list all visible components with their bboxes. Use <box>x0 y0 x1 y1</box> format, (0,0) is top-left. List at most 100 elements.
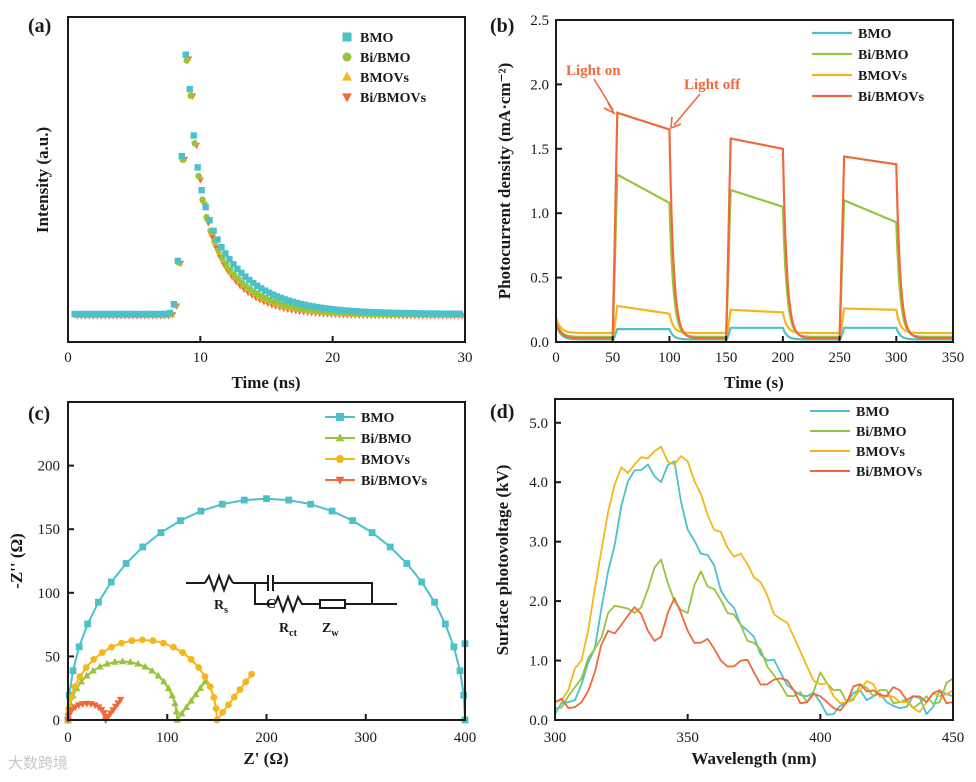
panel-c-point <box>71 683 79 691</box>
panel-c-point <box>107 578 115 586</box>
panel-c-point <box>206 683 214 691</box>
panel-a-point <box>208 234 216 241</box>
panel-c-point <box>96 662 104 670</box>
panel-c-point <box>164 684 173 692</box>
legend-marker <box>342 32 352 42</box>
panel-a-point <box>309 303 317 310</box>
panel-a-xlabel: Time (ns) <box>231 373 300 392</box>
panel-a-point <box>71 310 78 318</box>
panel-b-xlabel: Time (s) <box>724 373 784 392</box>
panel-c-point <box>242 678 250 686</box>
panel-a-point <box>195 172 202 180</box>
panel-c-ytick-label: 150 <box>38 522 61 538</box>
panel-c-xtick-label: 300 <box>355 730 378 746</box>
panel-c-point <box>263 495 270 503</box>
panel-a-point <box>223 261 230 268</box>
panel-a-point <box>150 310 158 318</box>
light-off-arrow <box>673 93 701 126</box>
panel-a-point <box>448 310 455 317</box>
legend-marker <box>335 433 345 442</box>
panel-c-point <box>90 656 98 663</box>
panel-a-point <box>341 307 348 314</box>
panel-b-frame <box>555 19 954 343</box>
panel-a-point <box>166 309 174 317</box>
panel-d-series-line <box>554 597 954 712</box>
panel-c-point <box>450 643 458 651</box>
panel-c-point <box>403 560 411 567</box>
panel-a-frame <box>67 16 466 343</box>
panel-a-point <box>377 309 384 316</box>
panel-a-point <box>281 296 289 303</box>
panel-a-point <box>107 310 114 318</box>
panel-d-ytick-label: 3.0 <box>529 535 548 551</box>
rct-label: Rct <box>279 621 298 639</box>
panel-c-point <box>460 691 468 699</box>
panel-c-xtick-label: 400 <box>454 730 477 746</box>
legend-label: Bi/BMO <box>360 51 411 66</box>
panel-a-point <box>246 276 253 284</box>
panel-d-legend: BMO Bi/BMO BMOVs Bi/BMOVs <box>810 405 923 480</box>
panel-b-ticks: 0 50 100 150 200 250 300 350 0.0 0.5 1.0 1.5 2.0 2.5 <box>530 13 964 366</box>
panel-a-point <box>214 236 221 243</box>
panel-d-label: (d) <box>490 401 514 423</box>
panel-c-point <box>75 643 83 651</box>
panel-c-point <box>195 664 203 671</box>
legend-marker <box>336 455 344 463</box>
panel-c-point <box>108 643 115 651</box>
panel-a-point <box>123 310 130 318</box>
panel-c-point <box>69 667 77 675</box>
panel-d-data <box>554 445 954 716</box>
panel-c-point <box>441 620 449 628</box>
panel-a-point <box>186 85 193 93</box>
panel-c-point <box>179 649 187 656</box>
panel-a-point <box>226 255 233 263</box>
panel-a-point <box>333 306 340 313</box>
panel-c-ylabel: -Z'' (Ω) <box>7 533 26 589</box>
panel-d-ytick-label: 2.0 <box>529 594 548 610</box>
panel-b-series-line <box>554 304 953 335</box>
panel-a-point <box>353 308 360 315</box>
panel-b-series-line <box>554 323 953 341</box>
panel-c-ytick-label: 0 <box>53 713 61 729</box>
panel-a-point <box>381 309 388 316</box>
panel-a-point <box>254 282 261 290</box>
panel-b-ytick-label: 1.0 <box>530 206 549 222</box>
panel-a-point <box>103 310 110 318</box>
panel-a-point <box>83 310 90 318</box>
panel-c-point <box>219 708 227 716</box>
panel-a-point <box>95 310 102 318</box>
panel-a-point <box>178 152 186 160</box>
panel-a-xtick-label: 30 <box>458 350 473 366</box>
panel-a-point <box>158 310 166 318</box>
panel-a-point <box>369 308 376 316</box>
panel-c-point <box>418 578 426 586</box>
panel-a-point <box>456 310 463 317</box>
panel-c-point <box>149 637 157 645</box>
panel-a-legend: BMO Bi/BMO BMOVs Bi/BMOVs <box>342 31 427 106</box>
panel-b-xtick-label: 300 <box>885 350 908 366</box>
legend-label: BMOVs <box>361 453 411 468</box>
legend-label: Bi/BMOVs <box>360 91 427 106</box>
panel-c-point <box>386 543 394 551</box>
panel-a-point <box>301 301 309 309</box>
panel-b-series-line <box>554 172 953 338</box>
panel-c-point <box>98 649 106 656</box>
legend-marker <box>342 52 352 62</box>
panel-c-point <box>160 677 168 685</box>
panel-c-point <box>76 673 84 681</box>
panel-c: (c) 0 100 200 300 400 0 50 100 150 200 Z' (Ω) -Z'… <box>7 401 477 768</box>
panel-d-series-line <box>554 460 954 716</box>
panel-c-point <box>456 667 464 675</box>
panel-a-point <box>277 294 285 302</box>
panel-d-ticks: 300 350 400 450 0.0 1.0 2.0 3.0 4.0 5.0 <box>529 416 964 746</box>
panel-d: (d) 300 350 400 450 0.0 1.0 2.0 3.0 4.0 5.0 Wavel… <box>490 398 964 768</box>
panel-c-point <box>201 673 209 681</box>
panel-c-point <box>82 664 90 671</box>
panel-a-label: (a) <box>28 15 51 37</box>
panel-b-xtick-label: 250 <box>828 350 851 366</box>
panel-a-point <box>373 309 380 316</box>
panel-a-point <box>361 308 368 315</box>
legend-label: Bi/BMO <box>361 432 412 447</box>
panel-a-point <box>115 310 122 318</box>
panel-c-point <box>118 657 127 665</box>
